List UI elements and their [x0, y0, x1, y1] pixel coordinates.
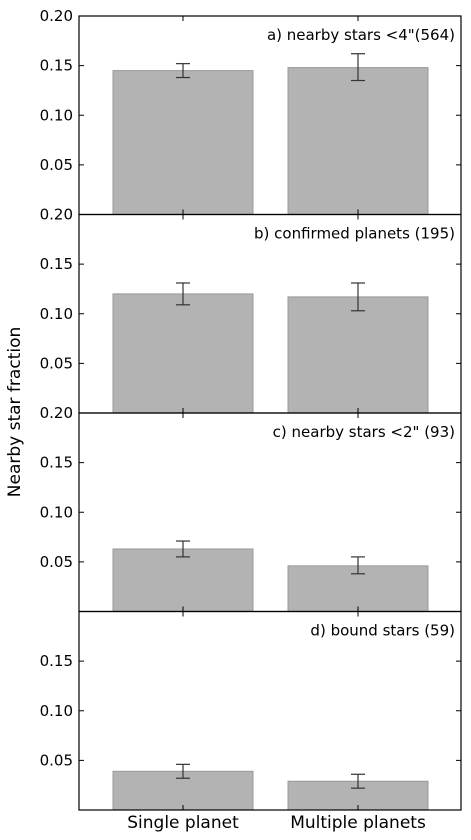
y-tick-label-panel-1-3: 0.05 [40, 354, 73, 372]
y-tick-label-panel-0-0: 0.20 [40, 7, 73, 25]
bar-panel-1-cat-0 [112, 293, 254, 414]
panel-title-3: d) bound stars (59) [310, 622, 455, 640]
y-tick-label-panel-2-3: 0.05 [40, 553, 73, 571]
x-category-label-1: Multiple planets [290, 813, 426, 833]
y-tick-label-panel-1-2: 0.10 [40, 305, 73, 323]
y-tick-label-panel-0-3: 0.05 [40, 156, 73, 174]
panel-title-0: a) nearby stars <4"(564) [267, 26, 455, 44]
bar-panel-2-cat-0 [112, 548, 254, 612]
y-axis-label: Nearby star fraction [5, 327, 25, 497]
y-tick-label-panel-0-1: 0.15 [40, 57, 73, 75]
bar-panel-0-cat-0 [112, 70, 254, 216]
y-tick-label-panel-2-2: 0.10 [40, 503, 73, 521]
y-tick-label-panel-0-2: 0.10 [40, 106, 73, 124]
y-tick-label-panel-2-1: 0.15 [40, 454, 73, 472]
y-tick-label-panel-3-1: 0.10 [40, 702, 73, 720]
y-tick-label-panel-2-0: 0.20 [40, 404, 73, 422]
x-category-label-0: Single planet [127, 813, 239, 833]
panel-title-1: b) confirmed planets (195) [254, 225, 455, 243]
y-tick-label-panel-1-1: 0.15 [40, 255, 73, 273]
y-tick-label-panel-3-2: 0.05 [40, 751, 73, 769]
y-tick-label-panel-3-0: 0.15 [40, 652, 73, 670]
bar-panel-1-cat-1 [287, 296, 429, 414]
y-tick-label-panel-1-0: 0.20 [40, 206, 73, 224]
panel-title-2: c) nearby stars <2" (93) [273, 423, 455, 441]
bar-panel-0-cat-1 [287, 67, 429, 215]
